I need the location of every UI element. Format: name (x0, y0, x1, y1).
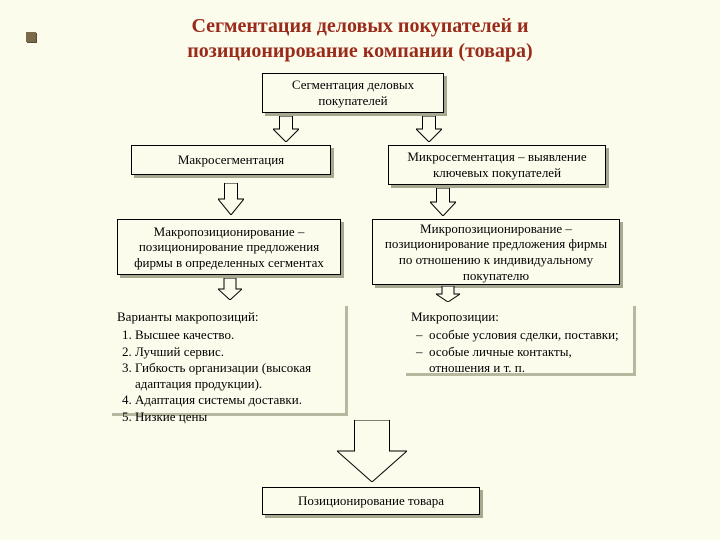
node-microsegmentation: Микросегментация – выявление ключевых по… (388, 145, 606, 185)
arrow-macro-to-macropos (218, 183, 244, 215)
arrow-root-to-macro (273, 116, 299, 142)
list-item: особые личные контакты, отношения и т. п… (429, 344, 625, 377)
list-item: особые условия сделки, поставки; (429, 327, 625, 343)
node-label: Макропозиционирование – позиционирование… (126, 224, 332, 271)
card-list: особые условия сделки, поставки;особые л… (411, 327, 625, 376)
node-label: Макросегментация (178, 152, 284, 168)
list-item: Адаптация системы доставки. (135, 392, 337, 408)
card-list: Высшее качество.Лучший сервис.Гибкость о… (117, 327, 337, 425)
card-heading: Варианты макропозиций: (117, 309, 337, 325)
node-label: Микросегментация – выявление ключевых по… (397, 149, 597, 180)
title-line-1: Сегментация деловых покупателей и (0, 14, 720, 39)
list-item: Высшее качество. (135, 327, 337, 343)
list-item: Лучший сервис. (135, 344, 337, 360)
arrow-micro-to-micropos (430, 188, 456, 216)
card-micropositions: Микропозиции: особые условия сделки, пос… (403, 303, 633, 373)
node-label: Микропозиционирование – позиционирование… (381, 221, 611, 283)
node-label: Сегментация деловых покупателей (271, 77, 435, 108)
node-segmentation-root: Сегментация деловых покупателей (262, 73, 444, 113)
node-label: Позиционирование товара (298, 493, 444, 509)
node-product-positioning: Позиционирование товара (262, 487, 480, 515)
arrow-big-to-final (337, 420, 407, 482)
node-micropositioning: Микропозиционирование – позиционирование… (372, 219, 620, 285)
list-item: Гибкость организации (высокая адаптация … (135, 360, 337, 393)
node-macropositioning: Макропозиционирование – позиционирование… (117, 219, 341, 275)
arrow-macropos-to-card (218, 278, 242, 300)
list-item: Низкие цены (135, 409, 337, 425)
card-heading: Микропозиции: (411, 309, 625, 325)
card-macropositions: Варианты макропозиций: Высшее качество.Л… (109, 303, 345, 413)
diagram-stage: { "title": { "line1": "Сегментация делов… (0, 0, 720, 540)
node-macrosegmentation: Макросегментация (131, 145, 331, 175)
page-title: Сегментация деловых покупателей и позици… (0, 14, 720, 64)
arrow-root-to-micro (416, 116, 442, 142)
arrow-micropos-to-card (436, 286, 460, 302)
title-line-2: позиционирование компании (товара) (0, 39, 720, 64)
